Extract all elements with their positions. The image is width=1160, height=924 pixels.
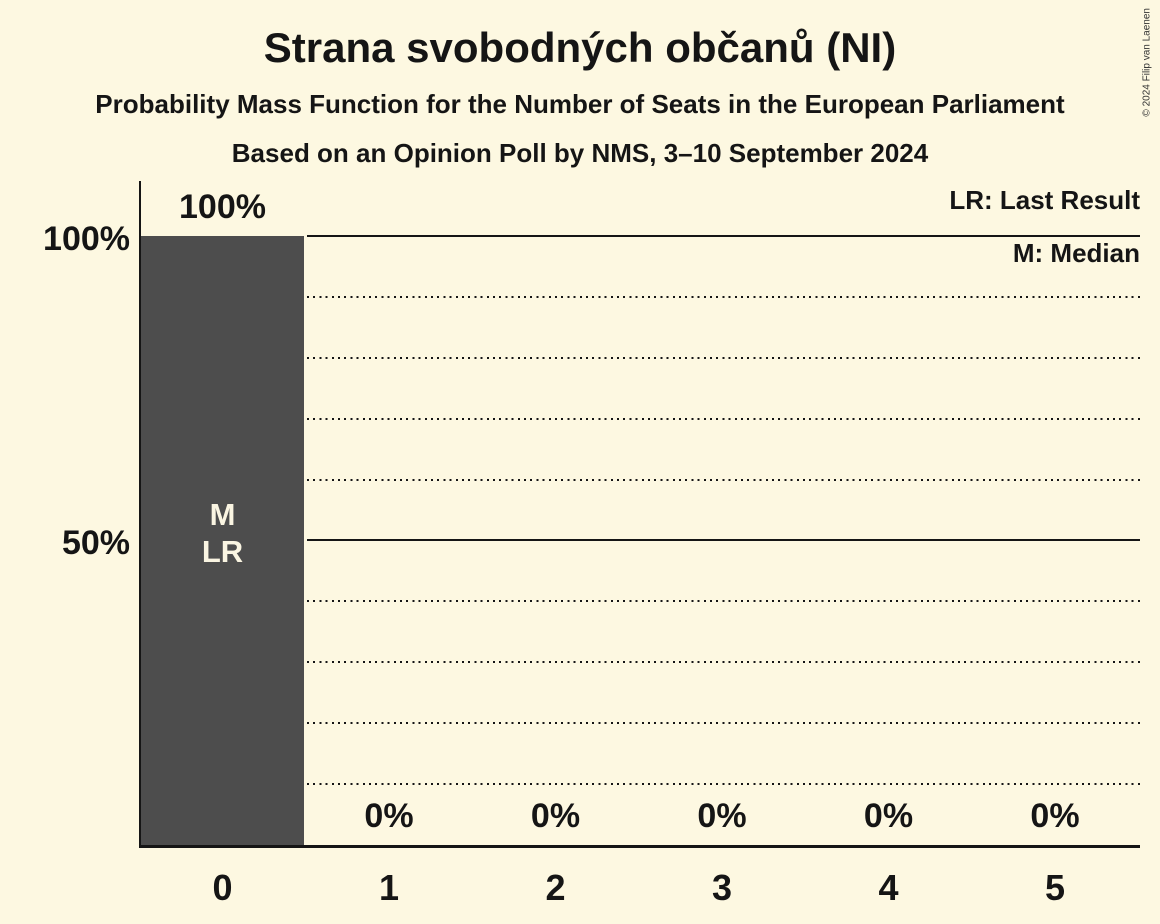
gridline-solid-50 xyxy=(307,539,1140,541)
y-axis-label-100: 100% xyxy=(43,220,130,258)
bar-seats-0 xyxy=(141,236,304,845)
x-tick-label-4: 4 xyxy=(878,867,899,908)
bar-value-label-5: 0% xyxy=(1030,797,1080,835)
chart-subtitle: Probability Mass Function for the Number… xyxy=(95,89,1065,119)
bar-value-label-3: 0% xyxy=(697,797,747,835)
gridline-dotted-60 xyxy=(307,479,1140,481)
copyright-notice: © 2024 Filip van Laenen xyxy=(1142,8,1153,117)
y-axis-label-50: 50% xyxy=(61,524,130,562)
x-tick-label-0: 0 xyxy=(212,867,233,908)
gridline-solid-100 xyxy=(307,235,1140,237)
legend-last-result: LR: Last Result xyxy=(949,185,1140,215)
chart-title: Strana svobodných občanů (NI) xyxy=(263,24,897,71)
bar-annotation-line: M xyxy=(209,497,236,532)
x-axis-tick-labels: 0 1 2 3 4 5 xyxy=(141,864,1140,912)
gridline-dotted-90 xyxy=(307,296,1140,298)
gridline-dotted-40 xyxy=(307,600,1140,602)
gridline-dotted-80 xyxy=(307,357,1140,359)
bar-value-label-4: 0% xyxy=(863,797,914,835)
bar-value-label-2: 0% xyxy=(530,797,581,835)
x-tick-label-1: 1 xyxy=(378,867,400,908)
x-tick-label-5: 5 xyxy=(1044,867,1066,908)
chart-poll-details: Based on an Opinion Poll by NMS, 3–10 Se… xyxy=(231,138,929,168)
bar-annotation-line: LR xyxy=(201,534,244,569)
legend-median: M: Median xyxy=(1012,238,1140,268)
gridline-dotted-20 xyxy=(307,722,1140,724)
x-tick-label-3: 3 xyxy=(711,867,733,908)
bar-value-label-1: 0% xyxy=(364,797,414,835)
plot-area: 100% 0% 0% 0% 0% 0% M LR xyxy=(139,181,1140,848)
bar-annotation-median-lastresult: M LR xyxy=(141,496,304,570)
bar-value-label-0: 100% xyxy=(179,188,266,226)
gridline-dotted-30 xyxy=(307,661,1140,663)
x-tick-label-2: 2 xyxy=(545,867,566,908)
gridline-dotted-10 xyxy=(307,783,1140,785)
gridline-dotted-70 xyxy=(307,418,1140,420)
